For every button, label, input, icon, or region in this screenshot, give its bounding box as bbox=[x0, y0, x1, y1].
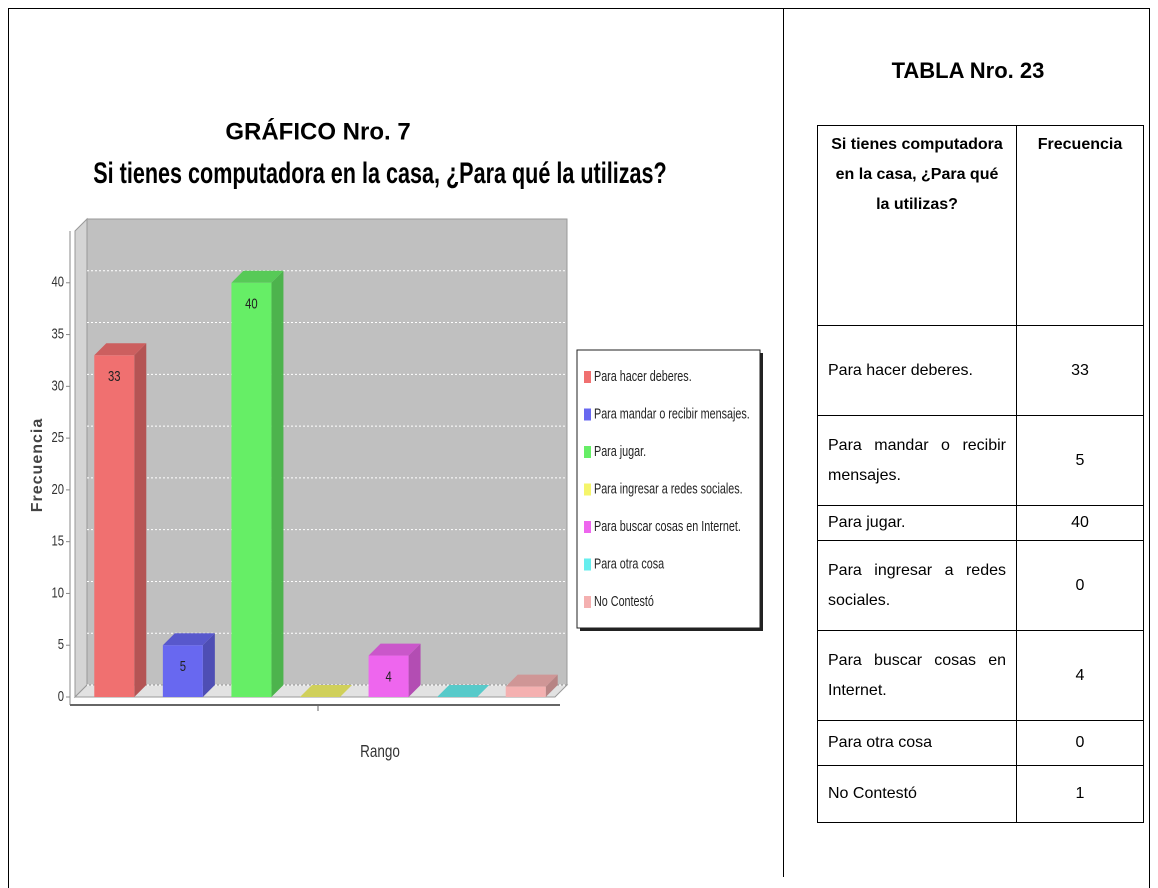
table-cell: 5 bbox=[1016, 415, 1144, 506]
table-row: Para ingresar a redes sociales. 0 bbox=[817, 540, 1144, 631]
divider bbox=[783, 8, 784, 877]
bar-side bbox=[134, 343, 147, 697]
bar bbox=[505, 674, 558, 697]
bar-front bbox=[162, 645, 203, 697]
legend-swatch bbox=[584, 558, 591, 571]
table-cell: 4 bbox=[1016, 630, 1144, 721]
data-label: 40 bbox=[245, 295, 258, 312]
table-row: Para hacer deberes. 33 bbox=[817, 325, 1144, 416]
legend-label: Para ingresar a redes sociales. bbox=[594, 480, 743, 497]
y-tick-label: 20 bbox=[51, 480, 64, 497]
y-tick-label: 15 bbox=[51, 532, 64, 549]
frame bbox=[8, 8, 1150, 888]
bar-side bbox=[271, 270, 284, 697]
chart-title: GRÁFICO Nro. 7 bbox=[225, 117, 410, 145]
header-cell: Frecuencia bbox=[1016, 125, 1144, 326]
legend-swatch bbox=[584, 408, 591, 421]
y-tick-label: 25 bbox=[51, 428, 64, 445]
y-tick-label: 5 bbox=[58, 636, 64, 653]
data-label: 4 bbox=[385, 668, 391, 685]
table-row: Para jugar. 40 bbox=[817, 505, 1144, 541]
legend-label: Para otra cosa bbox=[594, 555, 665, 572]
bar-top bbox=[368, 643, 421, 656]
legend bbox=[576, 349, 761, 629]
chart-subtitle: Si tienes computadora en la casa, ¿Para … bbox=[93, 155, 666, 189]
bar-side bbox=[202, 633, 215, 697]
legend-swatch bbox=[584, 521, 591, 533]
bar-top bbox=[505, 674, 558, 687]
data-label: 5 bbox=[180, 658, 186, 675]
chart: GRÁFICO Nro. 7 Si tienes computadora en … bbox=[29, 117, 763, 761]
y-tick-label: 40 bbox=[51, 273, 64, 290]
table-title: TABLA Nro. 23 bbox=[891, 58, 1045, 83]
table-cell: Para mandar o recibir mensajes. bbox=[817, 415, 1017, 506]
bar bbox=[437, 685, 490, 697]
bar bbox=[368, 643, 421, 697]
y-tick-label: 35 bbox=[51, 325, 64, 342]
side-wall bbox=[74, 217, 88, 699]
table-cell: 33 bbox=[1016, 325, 1144, 416]
bar-front bbox=[505, 686, 546, 697]
y-axis-label: Frecuencia bbox=[29, 418, 46, 512]
table-cell: 0 bbox=[1016, 540, 1144, 631]
table-row: No Contestó 1 bbox=[817, 765, 1144, 823]
bar-side bbox=[545, 674, 558, 697]
y-tick-label: 0 bbox=[58, 687, 64, 704]
table: Si tienes computadora en la casa, ¿Para … bbox=[817, 125, 1144, 823]
bar bbox=[162, 633, 215, 697]
legend-label: Para hacer deberes. bbox=[594, 367, 692, 384]
legend-label: Para buscar cosas en Internet. bbox=[594, 517, 741, 534]
y-tick-label: 10 bbox=[51, 584, 64, 601]
table-cell: Para buscar cosas en Internet. bbox=[817, 630, 1017, 721]
x-axis-label: Rango bbox=[360, 742, 400, 761]
bar-front bbox=[231, 282, 272, 697]
bar bbox=[300, 685, 352, 697]
table-cell: Para jugar. bbox=[817, 505, 1017, 541]
bar-top bbox=[94, 343, 147, 356]
bar-top bbox=[162, 633, 215, 646]
table-cell: Para hacer deberes. bbox=[817, 325, 1017, 416]
table-cell: 0 bbox=[1016, 720, 1144, 766]
data-label: 33 bbox=[108, 368, 121, 385]
header-row: Si tienes computadora en la casa, ¿Para … bbox=[817, 125, 1144, 326]
table-cell: Para otra cosa bbox=[817, 720, 1017, 766]
bar-top bbox=[231, 270, 284, 283]
legend-swatch bbox=[584, 483, 591, 496]
bar-top bbox=[437, 685, 490, 697]
bar bbox=[231, 270, 284, 697]
legend-swatch bbox=[584, 446, 591, 458]
table-cell: 1 bbox=[1016, 765, 1144, 823]
y-tick-label: 30 bbox=[51, 377, 64, 394]
table-cell: No Contestó bbox=[817, 765, 1017, 823]
bar-front bbox=[368, 655, 409, 697]
legend-swatch bbox=[584, 596, 591, 608]
bar-side bbox=[408, 643, 421, 697]
legend-swatch bbox=[584, 371, 591, 383]
bar bbox=[94, 343, 147, 697]
table-cell: 40 bbox=[1016, 505, 1144, 541]
table-row: Para buscar cosas en Internet. 4 bbox=[817, 630, 1144, 721]
table-row: Para otra cosa 0 bbox=[817, 720, 1144, 766]
header-cell: Si tienes computadora en la casa, ¿Para … bbox=[817, 125, 1017, 326]
legend-label: Para jugar. bbox=[594, 442, 646, 459]
table-row: Para mandar o recibir mensajes. 5 bbox=[817, 415, 1144, 506]
legend-label: No Contestó bbox=[594, 592, 654, 609]
bar-front bbox=[94, 355, 135, 697]
bar-top bbox=[300, 685, 352, 697]
back-wall bbox=[86, 218, 568, 686]
legend-label: Para mandar o recibir mensajes. bbox=[594, 405, 750, 422]
table-cell: Para ingresar a redes sociales. bbox=[817, 540, 1017, 631]
